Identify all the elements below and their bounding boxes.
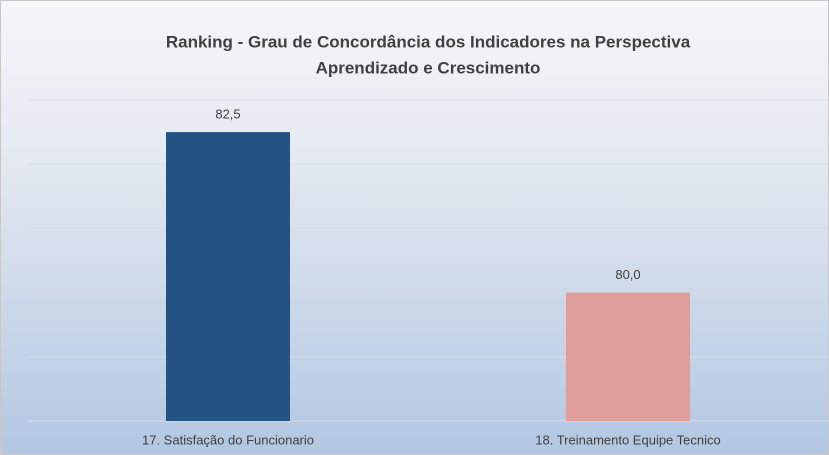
chart-title: Aprendizado e Crescimento — [316, 58, 541, 77]
data-label: 80,0 — [615, 267, 640, 282]
chart-title: Ranking - Grau de Concordância dos Indic… — [166, 32, 691, 51]
x-tick-label: 18. Treinamento Equipe Tecnico — [535, 432, 721, 447]
data-label: 82,5 — [215, 107, 240, 122]
bar — [166, 132, 290, 421]
x-tick-label: 17. Satisfação do Funcionario — [142, 432, 314, 447]
bar — [566, 292, 690, 421]
